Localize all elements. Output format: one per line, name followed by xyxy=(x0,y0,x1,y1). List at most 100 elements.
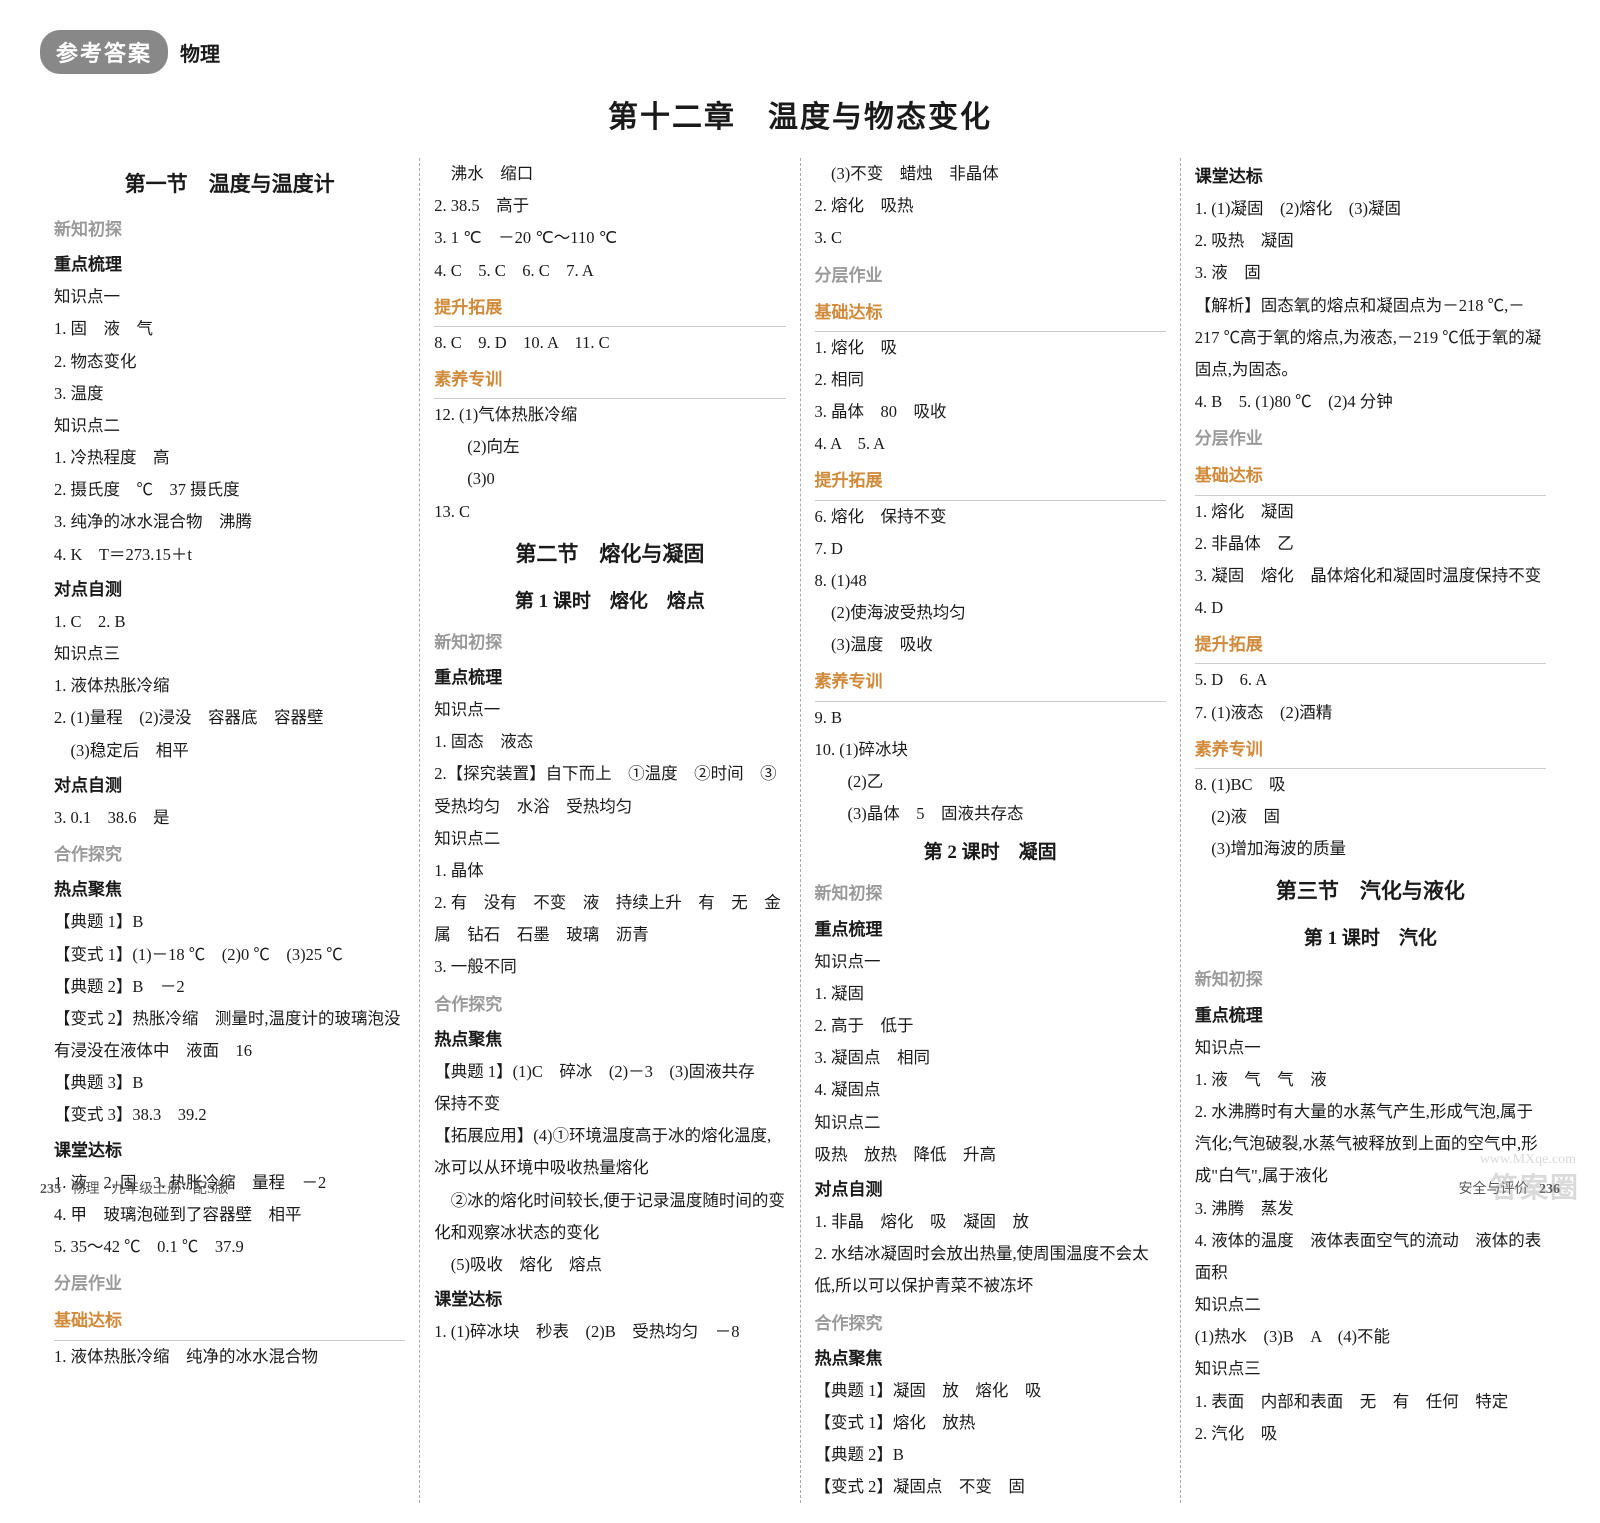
answer-line: (2)乙 xyxy=(815,766,1166,798)
answer-line: (3)不变 蜡烛 非晶体 xyxy=(815,158,1166,190)
answer-line: 1. 凝固 xyxy=(815,978,1166,1010)
answer-line: (3)稳定后 相平 xyxy=(54,735,405,767)
answer-line: 7. D xyxy=(815,533,1166,565)
tag-suyang: 素养专训 xyxy=(815,665,1166,701)
lesson-title: 第 1 课时 熔化 熔点 xyxy=(434,583,785,620)
tag-fenceng: 分层作业 xyxy=(815,259,1166,292)
answer-line: 3. 凝固点 相同 xyxy=(815,1042,1166,1074)
answer-line: 1. 熔化 吸 xyxy=(815,332,1166,364)
tag-xinzhi: 新知初探 xyxy=(815,877,1166,910)
tag-tisheng: 提升拓展 xyxy=(434,291,785,327)
column-3: (3)不变 蜡烛 非晶体 2. 熔化 吸热 3. C 分层作业 基础达标 1. … xyxy=(801,158,1181,1503)
subject-label: 物理 xyxy=(180,38,220,67)
answer-line: 4. A 5. A xyxy=(815,428,1166,460)
answer-line: 【典题 2】B －2 xyxy=(54,971,405,1003)
answer-line: 1. 熔化 凝固 xyxy=(1195,496,1546,528)
answer-line: 1. 冷热程度 高 xyxy=(54,442,405,474)
answer-line: 2.【探究装置】自下而上 ①温度 ②时间 ③受热均匀 水浴 受热均匀 xyxy=(434,758,785,822)
answer-line: 2. 熔化 吸热 xyxy=(815,190,1166,222)
answer-line: 13. C xyxy=(434,496,785,528)
answer-line: 1. 晶体 xyxy=(434,855,785,887)
answer-line: 4. B 5. (1)80 ℃ (2)4 分钟 xyxy=(1195,386,1546,418)
answer-line: 吸热 放热 降低 升高 xyxy=(815,1139,1166,1171)
answer-line: 8. (1)BC 吸 xyxy=(1195,769,1546,801)
label-zsd: 知识点一 xyxy=(434,694,785,726)
answer-line: 【典题 3】B xyxy=(54,1067,405,1099)
answer-line: 【变式 3】38.3 39.2 xyxy=(54,1099,405,1131)
answer-line: 1. 固态 液态 xyxy=(434,726,785,758)
section-title: 第二节 熔化与凝固 xyxy=(434,534,785,575)
page-footer: 235 物理 · 九年级上册 · 配S版 安全与评价 236 xyxy=(40,1178,1560,1198)
answer-line: 3. 晶体 80 吸收 xyxy=(815,396,1166,428)
answer-line: 5. 35～42 ℃ 0.1 ℃ 37.9 xyxy=(54,1231,405,1263)
column-4: 课堂达标 1. (1)凝固 (2)熔化 (3)凝固 2. 吸热 凝固 3. 液 … xyxy=(1181,158,1560,1503)
answer-line: 【解析】固态氧的熔点和凝固点为－218 ℃,－217 ℃高于氧的熔点,为液态,－… xyxy=(1195,290,1546,387)
answer-line: 【拓展应用】(4)①环境温度高于冰的熔化温度,冰可以从环境中吸收热量熔化 xyxy=(434,1120,785,1184)
tag-hezuo: 合作探究 xyxy=(54,838,405,871)
tag-xinzhi: 新知初探 xyxy=(434,626,785,659)
answer-line: (3)晶体 5 固液共存态 xyxy=(815,798,1166,830)
answer-line: (2)向左 xyxy=(434,431,785,463)
answer-line: 4. C 5. C 6. C 7. A xyxy=(434,255,785,287)
tag-ddzc: 对点自测 xyxy=(54,573,405,606)
tag-jichu: 基础达标 xyxy=(815,296,1166,332)
tag-ketang: 课堂达标 xyxy=(54,1134,405,1167)
column-2: 沸水 缩口 2. 38.5 高于 3. 1 ℃ －20 ℃～110 ℃ 4. C… xyxy=(420,158,800,1503)
answer-line: 2. (1)量程 (2)浸没 容器底 容器壁 xyxy=(54,702,405,734)
label-zsd: 知识点一 xyxy=(815,946,1166,978)
answer-line: 【典题 1】(1)C 碎冰 (2)－3 (3)固液共存 保持不变 xyxy=(434,1056,785,1120)
tag-tisheng: 提升拓展 xyxy=(815,464,1166,500)
tag-fenceng: 分层作业 xyxy=(54,1267,405,1300)
lesson-title: 第 2 课时 凝固 xyxy=(815,834,1166,871)
chapter-title: 第十二章 温度与物态变化 xyxy=(40,92,1560,136)
tag-fenceng: 分层作业 xyxy=(1195,422,1546,455)
answer-line: 2. 汽化 吸 xyxy=(1195,1418,1546,1450)
tag-redian: 热点聚焦 xyxy=(434,1023,785,1056)
answer-line: 10. (1)碎冰块 xyxy=(815,734,1166,766)
answer-line: (3)0 xyxy=(434,463,785,495)
tag-suyang: 素养专训 xyxy=(434,363,785,399)
label-zsd: 知识点二 xyxy=(815,1107,1166,1139)
tag-xinzhi: 新知初探 xyxy=(1195,963,1546,996)
tag-hezuo: 合作探究 xyxy=(815,1307,1166,1340)
tag-zhongdian: 重点梳理 xyxy=(815,913,1166,946)
answer-line: 2. 吸热 凝固 xyxy=(1195,225,1546,257)
answer-line: 2. 相同 xyxy=(815,364,1166,396)
answer-line: 3. 液 固 xyxy=(1195,257,1546,289)
column-1: 第一节 温度与温度计 新知初探 重点梳理 知识点一 1. 固 液 气 2. 物态… xyxy=(40,158,420,1503)
answer-badge: 参考答案 xyxy=(40,30,168,74)
answer-line: 4. 液体的温度 液体表面空气的流动 液体的表面积 xyxy=(1195,1225,1546,1289)
answer-line: 1. 固 液 气 xyxy=(54,313,405,345)
answer-line: (5)吸收 熔化 熔点 xyxy=(434,1249,785,1281)
answer-line: 2. 38.5 高于 xyxy=(434,190,785,222)
answer-line: 3. C xyxy=(815,222,1166,254)
answer-line: 2. 物态变化 xyxy=(54,346,405,378)
answer-line: 【典题 1】凝固 放 熔化 吸 xyxy=(815,1375,1166,1407)
label-zsd: 知识点三 xyxy=(54,638,405,670)
tag-jichu: 基础达标 xyxy=(54,1304,405,1340)
tag-redian: 热点聚焦 xyxy=(815,1342,1166,1375)
tag-zhongdian: 重点梳理 xyxy=(434,661,785,694)
section-title: 第三节 汽化与液化 xyxy=(1195,871,1546,912)
answer-line: 2. 摄氏度 ℃ 37 摄氏度 xyxy=(54,474,405,506)
label-zsd: 知识点二 xyxy=(434,823,785,855)
footer-left-text: 物理 · 九年级上册 · 配S版 xyxy=(72,1182,229,1197)
answer-line: 3. 温度 xyxy=(54,378,405,410)
answer-line: 7. (1)液态 (2)酒精 xyxy=(1195,697,1546,729)
answer-line: 2. 高于 低于 xyxy=(815,1010,1166,1042)
answer-line: 2. 有 没有 不变 液 持续上升 有 无 金属 钻石 石墨 玻璃 沥青 xyxy=(434,887,785,951)
answer-line: 2. 水结冰凝固时会放出热量,使周围温度不会太低,所以可以保护青菜不被冻坏 xyxy=(815,1238,1166,1302)
footer-left: 235 物理 · 九年级上册 · 配S版 xyxy=(40,1178,229,1198)
answer-line: 3. 一般不同 xyxy=(434,951,785,983)
page-header: 参考答案 物理 xyxy=(40,30,1560,74)
answer-line: 9. B xyxy=(815,702,1166,734)
label-zsd: 知识点一 xyxy=(54,281,405,313)
answer-line: 沸水 缩口 xyxy=(434,158,785,190)
answer-line: (3)增加海波的质量 xyxy=(1195,833,1546,865)
tag-ddzc: 对点自测 xyxy=(54,769,405,802)
answer-line: 【典题 2】B xyxy=(815,1439,1166,1471)
watermark-main: 答案圈 xyxy=(1490,1166,1580,1206)
answer-line: 2. 非晶体 乙 xyxy=(1195,528,1546,560)
answer-line: 3. 凝固 熔化 晶体熔化和凝固时温度保持不变 xyxy=(1195,560,1546,592)
lesson-title: 第 1 课时 汽化 xyxy=(1195,920,1546,957)
